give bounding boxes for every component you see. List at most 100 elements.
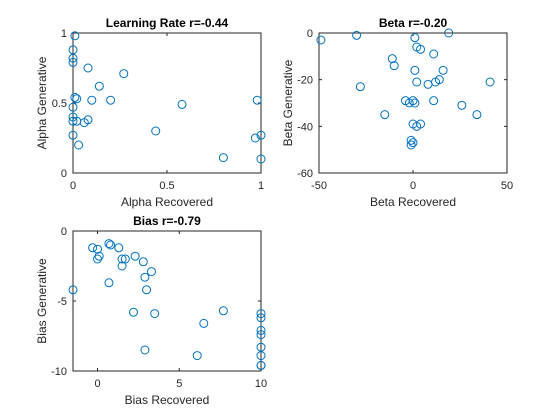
beta-ytick-label: 0 — [307, 28, 313, 40]
beta-point — [410, 65, 420, 75]
beta-xtick-label: 50 — [501, 180, 513, 192]
learning-rate-point — [151, 126, 161, 136]
beta-point — [416, 44, 426, 54]
learning-rate-point — [72, 116, 82, 126]
bias-point — [128, 307, 138, 317]
bias-point — [199, 318, 209, 328]
beta-point — [316, 35, 326, 45]
beta-point — [389, 61, 399, 71]
beta-point — [429, 96, 439, 106]
beta-point — [352, 30, 362, 40]
learning-rate-point — [250, 133, 260, 143]
beta-point — [438, 65, 448, 75]
bias-xlabel: Bias Recovered — [125, 393, 210, 407]
bias-point — [140, 272, 150, 282]
beta-point — [423, 79, 433, 89]
bias-point — [117, 261, 127, 271]
beta-point — [408, 138, 418, 148]
learning-rate-point — [68, 57, 78, 67]
bias-point — [192, 351, 202, 361]
beta-ylabel: Beta Generative — [281, 59, 295, 146]
beta-point — [410, 98, 420, 108]
learning-rate-point — [68, 53, 78, 63]
learning-rate-point — [256, 154, 266, 164]
beta-point — [404, 98, 414, 108]
learning-rate-ytick-label: 0.5 — [52, 98, 67, 110]
bias-point — [114, 243, 124, 253]
learning-rate-point — [218, 153, 228, 163]
learning-rate-ytick-label: 0 — [61, 168, 67, 180]
learning-rate-point — [252, 95, 262, 105]
beta-point — [457, 100, 467, 110]
learning-rate-xlabel: Alpha Recovered — [121, 195, 213, 209]
beta-point — [416, 119, 426, 129]
beta-point — [406, 140, 416, 150]
beta-xtick-label: 0 — [410, 180, 416, 192]
bias-xtick-label: 0 — [94, 378, 100, 390]
beta-point — [429, 49, 439, 59]
bias-point — [256, 330, 266, 340]
learning-rate-xtick-label: 1 — [258, 180, 264, 192]
bias-point — [104, 239, 114, 249]
beta-point — [380, 110, 390, 120]
bias-point — [140, 345, 150, 355]
bias-point — [94, 251, 104, 261]
learning-rate-point — [70, 92, 80, 102]
learning-rate-point — [177, 99, 187, 109]
bias-point — [106, 240, 116, 250]
beta-ytick-label: -20 — [297, 75, 313, 87]
bias-point — [68, 285, 78, 295]
beta-point — [412, 77, 422, 87]
bias-point — [256, 309, 266, 319]
beta-point — [406, 135, 416, 145]
bias-point — [142, 285, 152, 295]
beta-title: Beta r=-0.20 — [379, 16, 448, 30]
learning-rate-point — [94, 81, 104, 91]
panel-beta: -50 0 50 -60 -40 -20 0 Beta r=-0.20 Beta Recover… — [281, 16, 513, 209]
learning-rate-ytick-label: 1 — [61, 28, 67, 40]
learning-rate-point — [256, 130, 266, 140]
bias-point — [256, 325, 266, 335]
bias-ytick-label: -5 — [57, 296, 67, 308]
bias-point — [93, 254, 103, 264]
learning-rate-point — [68, 116, 78, 126]
beta-ytick-label: -60 — [297, 168, 313, 180]
bias-point — [256, 360, 266, 370]
learning-rate-xtick-label: 0.5 — [159, 180, 174, 192]
beta-point — [444, 28, 454, 38]
beta-point — [472, 110, 482, 120]
bias-xtick-label: 10 — [255, 378, 267, 390]
beta-point — [410, 33, 420, 43]
beta-point — [485, 77, 495, 87]
learning-rate-ylabel: Alpha Generative — [35, 56, 49, 149]
bias-point — [138, 257, 148, 267]
learning-rate-point — [68, 130, 78, 140]
bias-ytick-label: 0 — [61, 226, 67, 238]
beta-point — [387, 54, 397, 64]
learning-rate-point — [74, 140, 84, 150]
bias-ytick-label: -10 — [51, 366, 67, 378]
bias-axes-box — [72, 230, 262, 372]
bias-point — [104, 278, 114, 288]
bias-point — [130, 251, 140, 261]
beta-xlabel: Beta Recovered — [370, 195, 456, 209]
learning-rate-point — [68, 102, 78, 112]
bias-point — [218, 306, 228, 316]
learning-rate-title: Learning Rate r=-0.44 — [106, 16, 229, 30]
learning-rate-xtick-label: 0 — [70, 180, 76, 192]
bias-point — [256, 351, 266, 361]
panel-learning-rate: 0 0.5 1 0 0.5 1 Learning Rate r=-0.44 Alpha Rec… — [35, 16, 266, 209]
beta-point — [355, 82, 365, 92]
bias-xtick-label: 5 — [176, 378, 182, 390]
learning-rate-axes-box — [72, 32, 262, 174]
learning-rate-point — [87, 95, 97, 105]
learning-rate-point — [70, 31, 80, 41]
beta-ytick-label: -40 — [297, 121, 313, 133]
learning-rate-point — [83, 63, 93, 73]
bias-point — [256, 313, 266, 323]
bias-point — [88, 243, 98, 253]
bias-point — [150, 309, 160, 319]
bias-point — [146, 267, 156, 277]
bias-title: Bias r=-0.79 — [133, 214, 201, 228]
